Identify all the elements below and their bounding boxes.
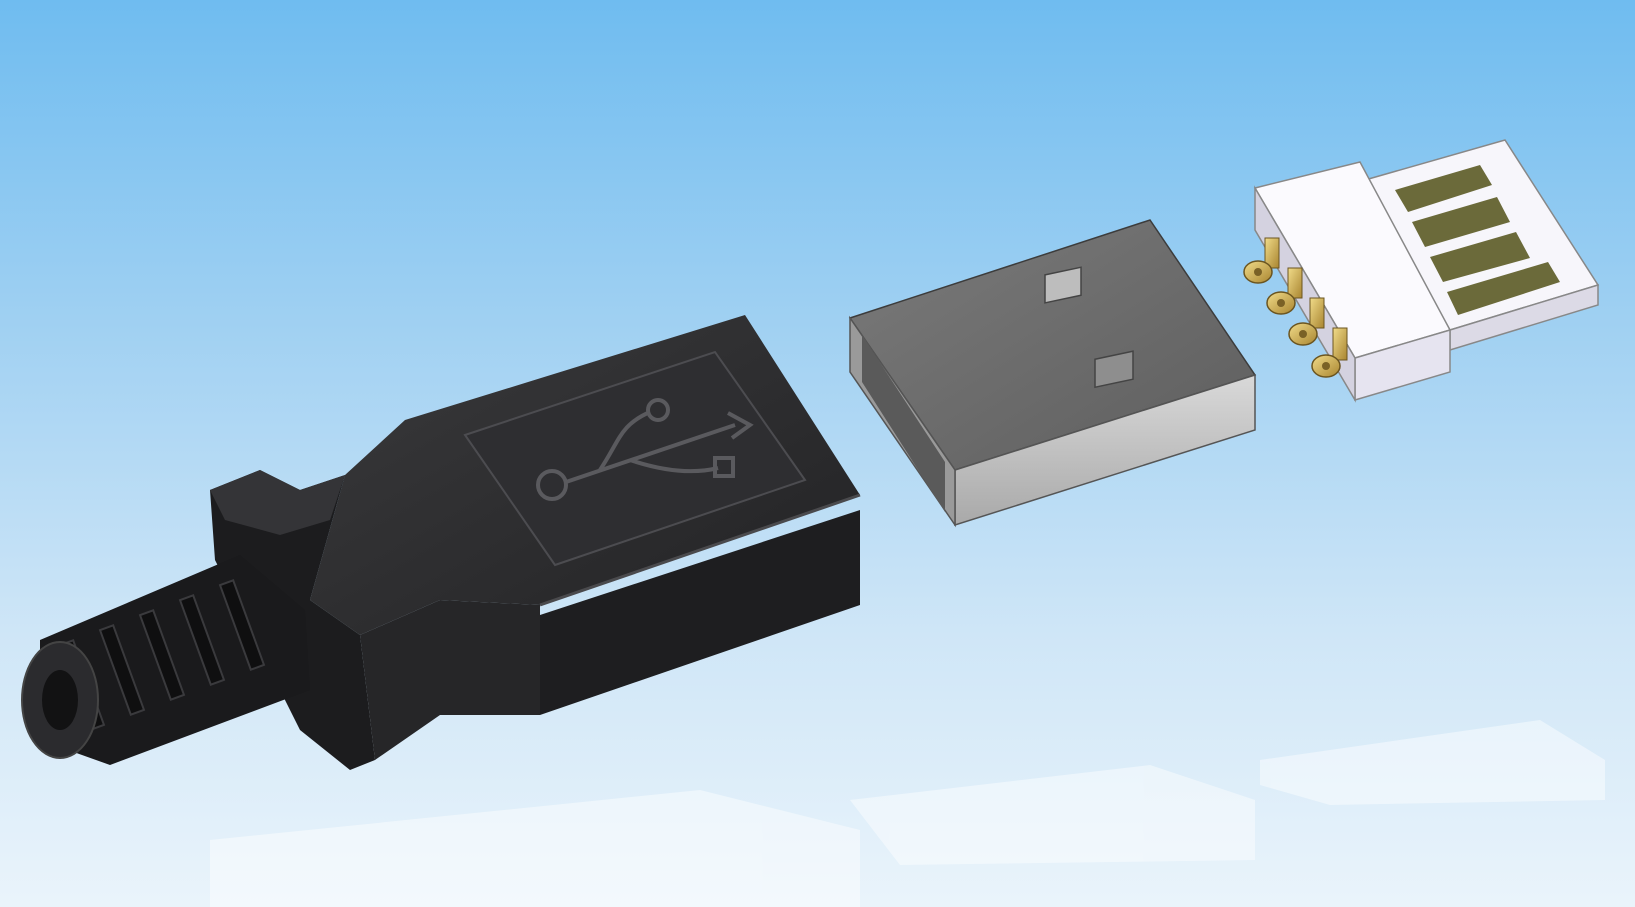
usb-logo-lower-square bbox=[713, 456, 735, 478]
insert-shadow bbox=[1260, 720, 1605, 805]
shell-inner-cavity bbox=[862, 335, 945, 512]
housing-neck bbox=[360, 600, 540, 760]
housing-shadow bbox=[210, 790, 860, 907]
floor-shadows bbox=[210, 720, 1605, 907]
black-plastic-housing bbox=[21, 315, 861, 770]
pin-leg bbox=[1287, 267, 1303, 299]
shell-latch-window bbox=[1044, 266, 1082, 304]
solder-pin bbox=[1288, 297, 1325, 346]
boot-slot bbox=[218, 579, 266, 671]
contact-strip bbox=[1412, 197, 1510, 247]
contact-insert bbox=[1243, 139, 1600, 403]
usb-logo-stem bbox=[565, 423, 736, 484]
shell-shadow bbox=[850, 765, 1255, 865]
contact-strip bbox=[1447, 262, 1560, 315]
housing-side-face bbox=[540, 510, 860, 715]
pin-hole bbox=[1299, 330, 1307, 338]
boot-slot bbox=[98, 624, 146, 716]
pin-hole bbox=[1322, 362, 1330, 370]
housing-edge bbox=[539, 493, 861, 607]
solder-pin bbox=[1243, 237, 1280, 284]
metal-usb-shell bbox=[848, 219, 1257, 528]
solder-pins bbox=[1243, 237, 1348, 378]
pin-leg bbox=[1332, 327, 1348, 361]
solder-pin bbox=[1311, 327, 1348, 378]
shell-latch-window bbox=[1094, 350, 1134, 389]
pin-leg bbox=[1264, 237, 1280, 269]
boot-slot bbox=[178, 594, 226, 686]
usb-logo-lower-branch bbox=[629, 458, 719, 474]
housing-collar-top bbox=[210, 470, 345, 535]
usb-trident-icon bbox=[536, 398, 754, 501]
contact-strip bbox=[1395, 165, 1492, 212]
contact-strips bbox=[1395, 165, 1560, 315]
pin-hole bbox=[1277, 299, 1285, 307]
contact-strip bbox=[1430, 232, 1530, 282]
solder-pin bbox=[1266, 267, 1303, 315]
strain-relief-boot bbox=[21, 555, 310, 765]
pin-leg bbox=[1309, 297, 1325, 329]
usb-logo-arrow bbox=[727, 411, 754, 440]
usb-logo-upper-branch bbox=[598, 410, 651, 472]
boot-slot bbox=[138, 609, 186, 701]
cable-opening-hole bbox=[42, 670, 78, 730]
usb-logo-upper-circle bbox=[646, 398, 670, 422]
usb-logo-base-circle bbox=[536, 469, 568, 501]
pin-hole bbox=[1254, 268, 1262, 276]
